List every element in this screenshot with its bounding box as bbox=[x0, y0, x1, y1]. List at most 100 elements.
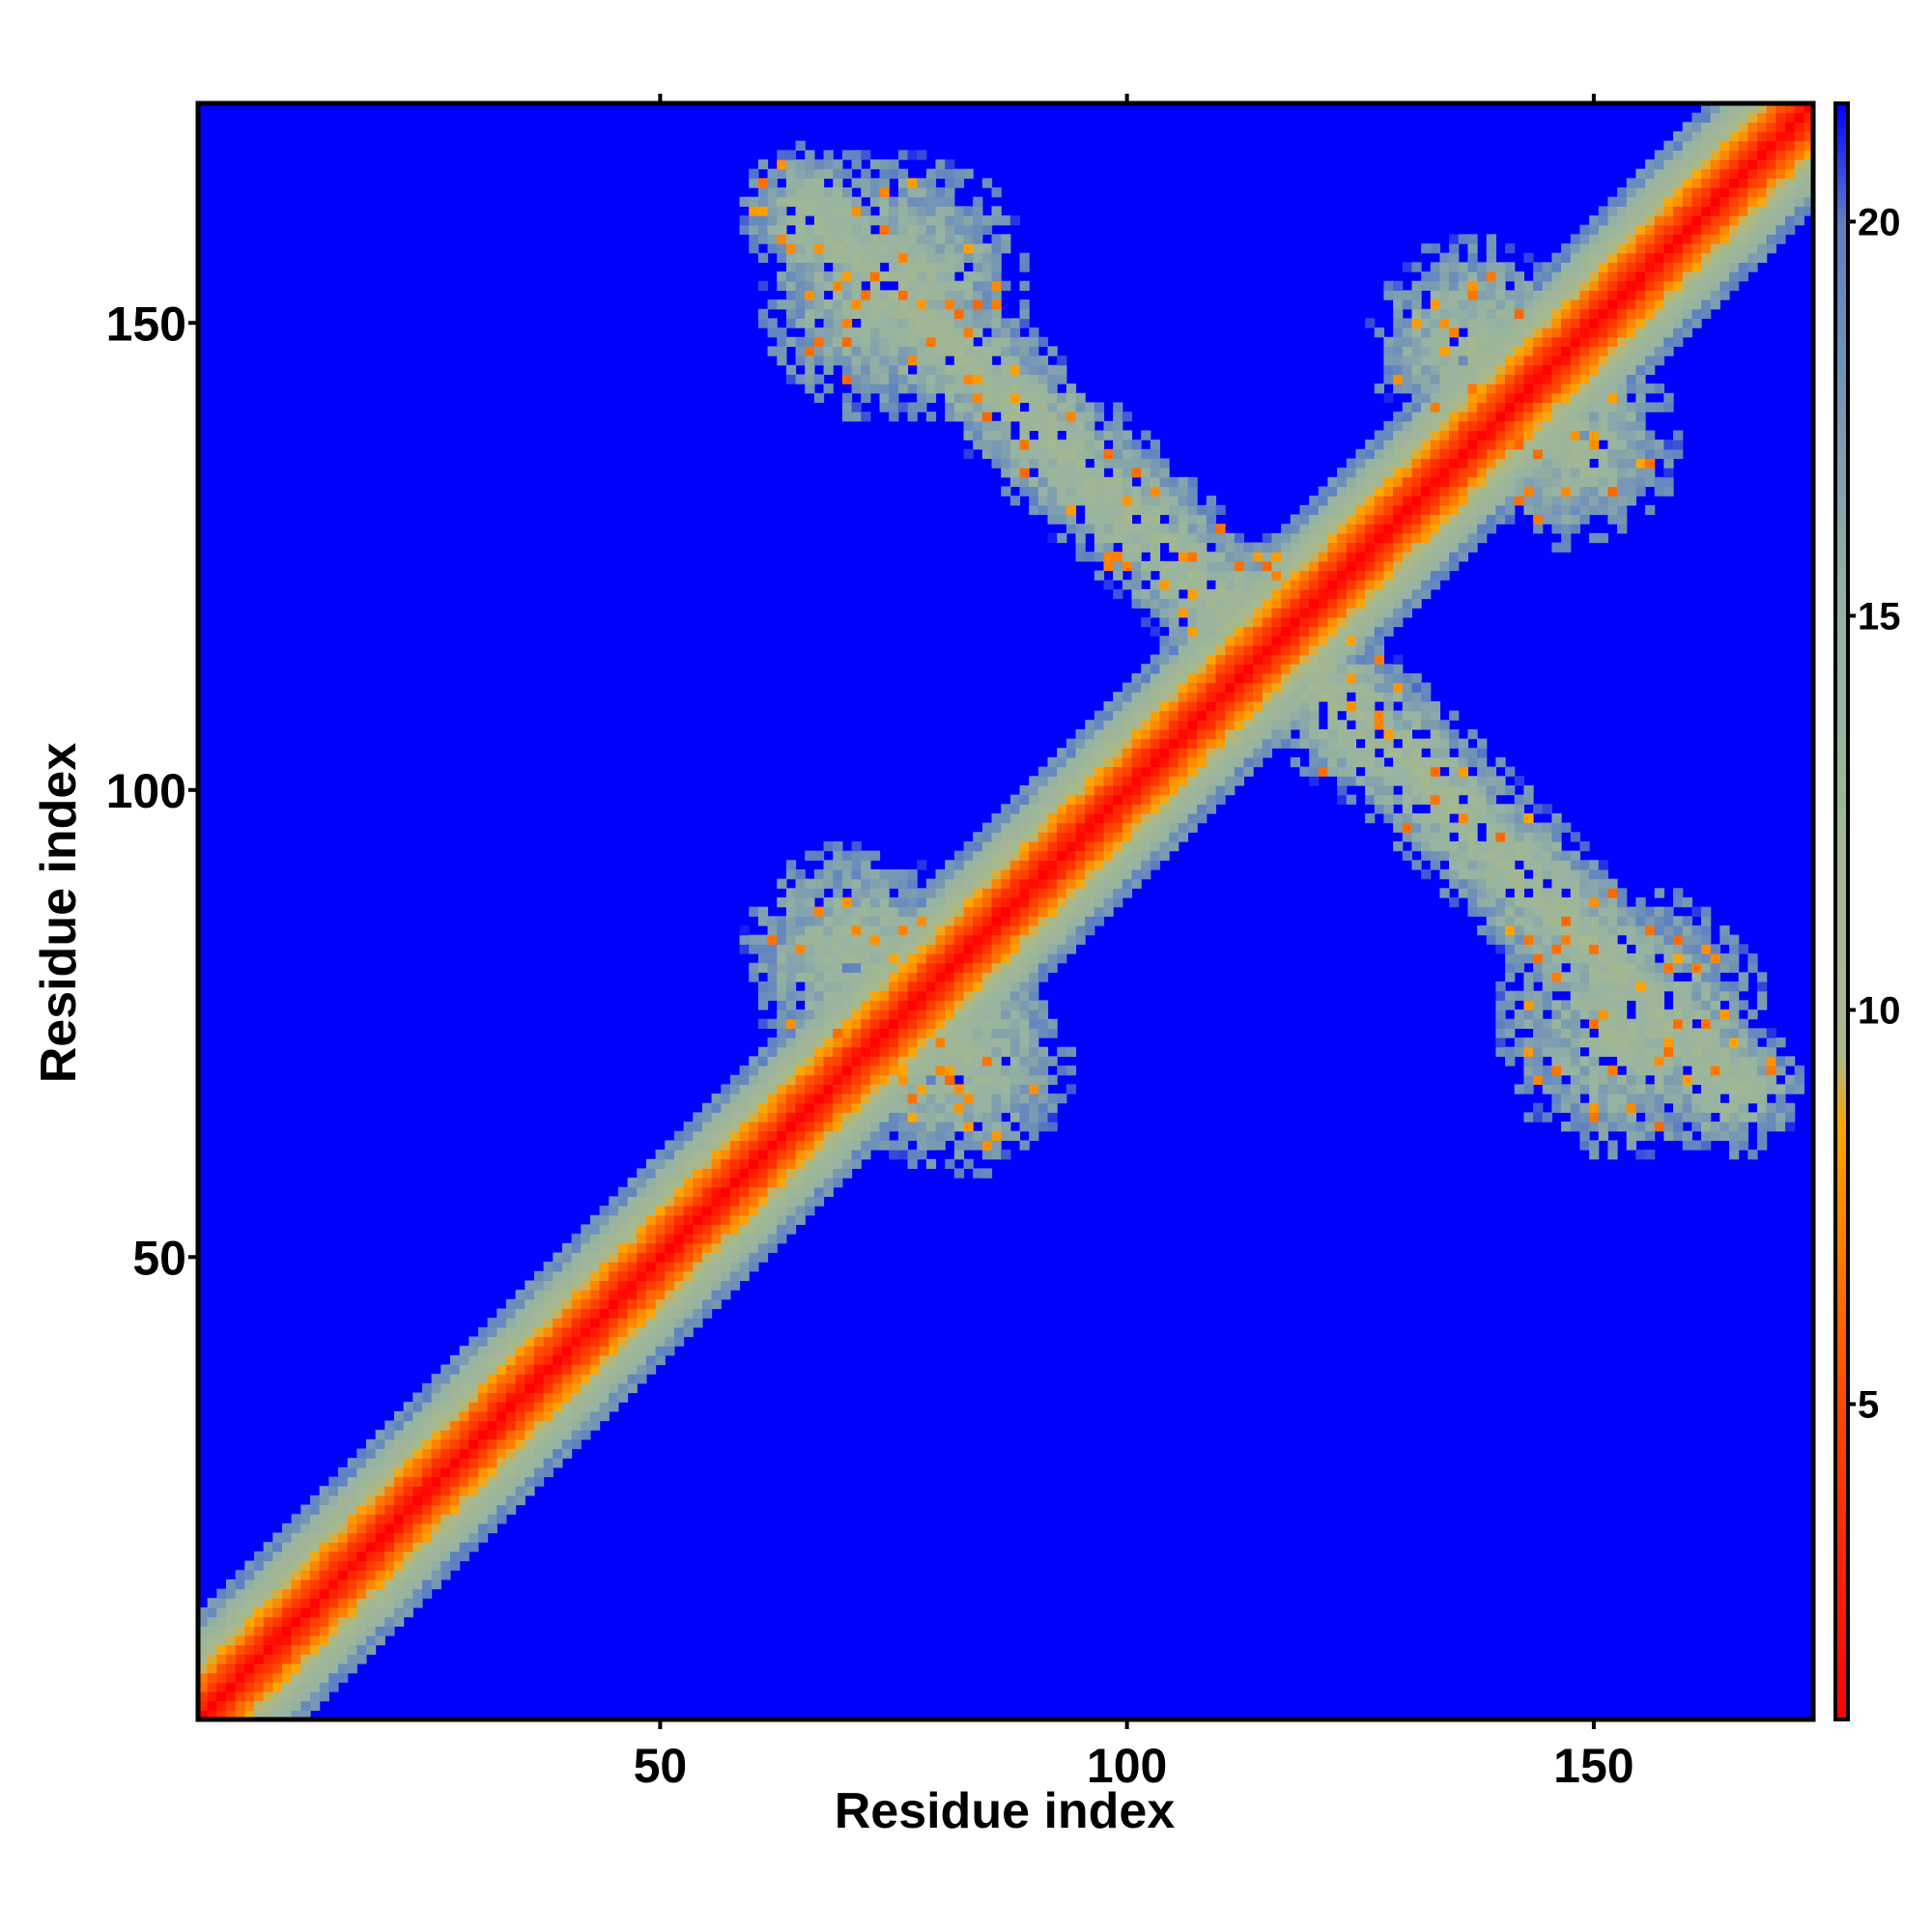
heatmap-cell bbox=[1365, 710, 1376, 721]
heatmap-cell bbox=[897, 327, 909, 338]
heatmap-cell bbox=[533, 1420, 545, 1431]
heatmap-cell bbox=[1103, 896, 1114, 908]
heatmap-cell bbox=[1169, 664, 1179, 674]
heatmap-cell bbox=[1439, 840, 1450, 852]
heatmap-cell bbox=[757, 953, 769, 964]
heatmap-cell bbox=[515, 1486, 526, 1496]
heatmap-cell bbox=[795, 187, 806, 198]
heatmap-cell bbox=[907, 1130, 918, 1142]
heatmap-cell bbox=[319, 1662, 329, 1674]
heatmap-cell bbox=[1206, 598, 1217, 609]
heatmap-cell bbox=[393, 1494, 405, 1506]
heatmap-cell bbox=[805, 346, 815, 356]
heatmap-cell bbox=[805, 850, 815, 861]
heatmap-cell bbox=[991, 402, 1002, 412]
heatmap-cell bbox=[1029, 1112, 1039, 1122]
heatmap-cell bbox=[207, 1710, 217, 1720]
heatmap-cell bbox=[693, 1262, 703, 1272]
heatmap-cell bbox=[1439, 402, 1450, 412]
heatmap-cell bbox=[1225, 728, 1236, 740]
heatmap-cell bbox=[917, 271, 927, 282]
heatmap-cell bbox=[1122, 468, 1133, 478]
heatmap-cell bbox=[1495, 355, 1506, 366]
heatmap-cell bbox=[309, 1570, 321, 1580]
heatmap-cell bbox=[869, 290, 881, 300]
heatmap-cell bbox=[1037, 1112, 1049, 1122]
heatmap-cell bbox=[795, 962, 806, 973]
heatmap-cell bbox=[1495, 840, 1506, 852]
heatmap-cell bbox=[879, 1028, 890, 1038]
heatmap-cell bbox=[991, 1122, 1002, 1132]
heatmap-cell bbox=[973, 224, 983, 235]
heatmap-cell bbox=[1281, 560, 1292, 572]
heatmap-cell bbox=[861, 262, 871, 272]
heatmap-cell bbox=[1253, 570, 1264, 581]
heatmap-cell bbox=[1131, 812, 1142, 824]
heatmap-cell bbox=[1169, 636, 1179, 646]
heatmap-cell bbox=[599, 1308, 610, 1319]
heatmap-cell bbox=[1103, 476, 1114, 488]
heatmap-cell bbox=[515, 1476, 526, 1487]
heatmap-cell bbox=[309, 1494, 321, 1506]
heatmap-cell bbox=[515, 1382, 526, 1394]
heatmap-cell bbox=[1001, 215, 1011, 226]
heatmap-cell bbox=[599, 1234, 610, 1244]
heatmap-cell bbox=[1365, 644, 1376, 656]
heatmap-cell bbox=[1206, 504, 1217, 516]
heatmap-cell bbox=[813, 271, 825, 282]
heatmap-cell bbox=[1122, 878, 1133, 889]
heatmap-cell bbox=[767, 1214, 778, 1226]
heatmap-cell bbox=[1141, 458, 1151, 469]
heatmap-cell bbox=[813, 1168, 825, 1179]
heatmap-cell bbox=[851, 840, 862, 852]
heatmap-cell bbox=[665, 1140, 675, 1151]
heatmap-cell bbox=[879, 187, 890, 198]
heatmap-cell bbox=[777, 1168, 787, 1179]
heatmap-cell bbox=[617, 1336, 629, 1347]
heatmap-cell bbox=[945, 990, 955, 1001]
heatmap-cell bbox=[1178, 794, 1189, 805]
heatmap-cell bbox=[1178, 532, 1189, 544]
heatmap-cell bbox=[981, 868, 993, 880]
heatmap-cell bbox=[253, 1710, 265, 1720]
heatmap-cell bbox=[1150, 514, 1161, 525]
heatmap-cell bbox=[412, 1420, 423, 1431]
heatmap-cell bbox=[879, 990, 890, 1001]
heatmap-cell bbox=[1290, 514, 1301, 525]
heatmap-cell bbox=[561, 1374, 573, 1384]
heatmap-cell bbox=[981, 1112, 993, 1122]
heatmap-cell bbox=[1047, 794, 1058, 805]
heatmap-cell bbox=[337, 1672, 349, 1683]
heatmap-cell bbox=[1467, 832, 1478, 842]
heatmap-cell bbox=[693, 1158, 703, 1170]
heatmap-cell bbox=[1065, 878, 1077, 889]
heatmap-cell bbox=[1374, 504, 1385, 516]
heatmap-cell bbox=[1057, 868, 1067, 880]
heatmap-cell bbox=[925, 944, 937, 954]
heatmap-cell bbox=[1337, 738, 1348, 749]
heatmap-cell bbox=[907, 252, 918, 263]
heatmap-cell bbox=[1019, 384, 1030, 394]
heatmap-cell bbox=[841, 168, 853, 179]
heatmap-cell bbox=[963, 1046, 974, 1057]
heatmap-cell bbox=[403, 1494, 413, 1506]
heatmap-cell bbox=[1430, 728, 1441, 740]
heatmap-cell bbox=[1495, 804, 1506, 814]
heatmap-cell bbox=[1449, 458, 1460, 469]
heatmap-cell bbox=[1467, 412, 1478, 422]
heatmap-cell bbox=[1421, 318, 1432, 328]
heatmap-cell bbox=[777, 934, 787, 945]
heatmap-cell bbox=[851, 402, 862, 412]
heatmap-cell bbox=[505, 1504, 517, 1515]
heatmap-cell bbox=[813, 962, 825, 973]
heatmap-cell bbox=[823, 336, 834, 348]
heatmap-cell bbox=[477, 1392, 489, 1403]
heatmap-cell bbox=[216, 1662, 227, 1674]
heatmap-cell bbox=[637, 1214, 647, 1226]
heatmap-cell bbox=[917, 925, 927, 936]
heatmap-cell bbox=[869, 896, 881, 908]
heatmap-cell bbox=[599, 1374, 610, 1384]
heatmap-cell bbox=[851, 374, 862, 384]
heatmap-cell bbox=[963, 962, 974, 973]
heatmap-cell bbox=[272, 1710, 283, 1720]
